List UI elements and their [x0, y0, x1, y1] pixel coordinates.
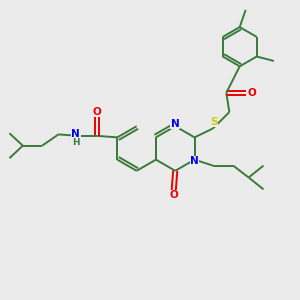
- Text: H: H: [72, 138, 80, 147]
- Text: S: S: [210, 117, 217, 127]
- Text: O: O: [247, 88, 256, 98]
- Text: N: N: [190, 156, 199, 166]
- Text: O: O: [169, 190, 178, 200]
- Text: N: N: [171, 119, 180, 129]
- Text: N: N: [71, 129, 80, 139]
- Text: O: O: [93, 106, 101, 116]
